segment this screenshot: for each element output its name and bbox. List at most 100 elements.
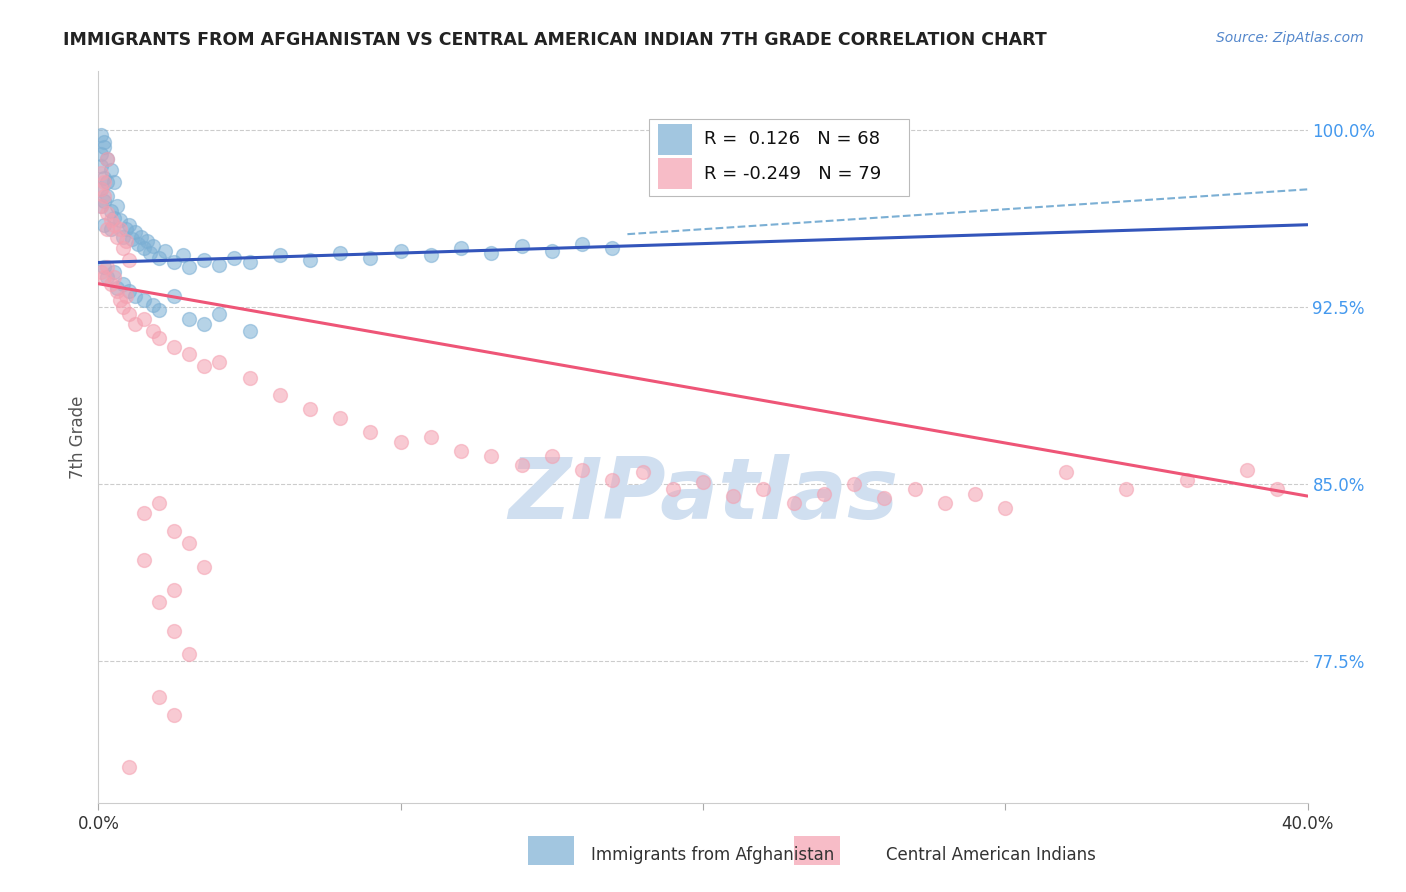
Point <box>96 152 118 166</box>
Point <box>208 354 231 368</box>
Point <box>90 166 112 180</box>
FancyBboxPatch shape <box>793 836 839 865</box>
Point <box>105 281 128 295</box>
Point <box>93 140 115 154</box>
Point <box>540 244 562 258</box>
Point <box>111 241 134 255</box>
Point <box>111 277 134 291</box>
Point <box>103 265 125 279</box>
Point <box>90 147 112 161</box>
Text: Immigrants from Afghanistan: Immigrants from Afghanistan <box>591 846 834 863</box>
Point <box>193 253 215 268</box>
Point <box>132 241 155 255</box>
Point <box>389 434 412 449</box>
Point <box>129 229 152 244</box>
Text: R =  0.126   N = 68: R = 0.126 N = 68 <box>704 130 880 148</box>
Point <box>148 251 170 265</box>
Point <box>193 359 215 374</box>
Text: ZIPatlas: ZIPatlas <box>508 454 898 537</box>
Point <box>96 189 118 203</box>
Y-axis label: 7th Grade: 7th Grade <box>69 395 87 479</box>
Point <box>783 496 806 510</box>
Point <box>329 411 352 425</box>
Point <box>208 307 231 321</box>
Point <box>114 234 136 248</box>
Point <box>934 496 956 510</box>
Point <box>1175 473 1198 487</box>
Point <box>105 284 128 298</box>
Point <box>1115 482 1137 496</box>
Point <box>965 486 987 500</box>
Point <box>118 218 141 232</box>
Point <box>163 524 186 539</box>
Point <box>420 430 443 444</box>
Point <box>179 347 201 361</box>
Point <box>1267 482 1289 496</box>
Point <box>124 317 146 331</box>
Point <box>1236 463 1258 477</box>
Point <box>132 312 155 326</box>
Point <box>118 253 141 268</box>
Point <box>100 163 122 178</box>
Point <box>481 449 503 463</box>
Point <box>269 387 291 401</box>
Point <box>111 301 134 315</box>
Point <box>179 536 201 550</box>
Point <box>96 222 118 236</box>
Point <box>450 444 472 458</box>
Point <box>93 175 115 189</box>
Point <box>90 199 112 213</box>
Point <box>121 232 143 246</box>
Point <box>163 583 186 598</box>
Point <box>132 506 155 520</box>
Point <box>360 425 382 440</box>
Point <box>90 128 112 142</box>
Point <box>103 211 125 225</box>
Point <box>172 248 194 262</box>
Point <box>93 189 115 203</box>
Point <box>124 225 146 239</box>
Point <box>148 496 170 510</box>
Point <box>93 135 115 149</box>
Point <box>105 229 128 244</box>
Point <box>124 288 146 302</box>
Point <box>692 475 714 489</box>
Point <box>153 244 176 258</box>
Point <box>93 194 115 208</box>
FancyBboxPatch shape <box>648 119 908 195</box>
Point <box>127 236 149 251</box>
Point <box>142 324 165 338</box>
Point <box>90 265 112 279</box>
Point <box>450 241 472 255</box>
Point <box>163 708 186 723</box>
Point <box>239 371 262 385</box>
FancyBboxPatch shape <box>527 836 574 865</box>
Point <box>90 182 112 196</box>
Point <box>148 331 170 345</box>
Point <box>108 222 131 236</box>
Point <box>224 251 246 265</box>
Point <box>602 241 624 255</box>
Point <box>96 260 118 275</box>
Point <box>1054 466 1077 480</box>
Point <box>239 324 262 338</box>
Point <box>96 269 118 284</box>
Point <box>139 246 162 260</box>
Point <box>571 236 593 251</box>
Point <box>90 159 112 173</box>
Point <box>329 246 352 260</box>
Point <box>148 690 170 704</box>
Point <box>118 307 141 321</box>
Point <box>93 170 115 185</box>
Point <box>163 624 186 638</box>
Point <box>118 760 141 774</box>
Point <box>148 595 170 609</box>
Point <box>100 213 122 227</box>
Point <box>103 175 125 189</box>
Point <box>904 482 927 496</box>
FancyBboxPatch shape <box>658 159 692 189</box>
Point <box>299 401 322 416</box>
Point <box>163 288 186 302</box>
Point <box>111 229 134 244</box>
Point <box>420 248 443 262</box>
